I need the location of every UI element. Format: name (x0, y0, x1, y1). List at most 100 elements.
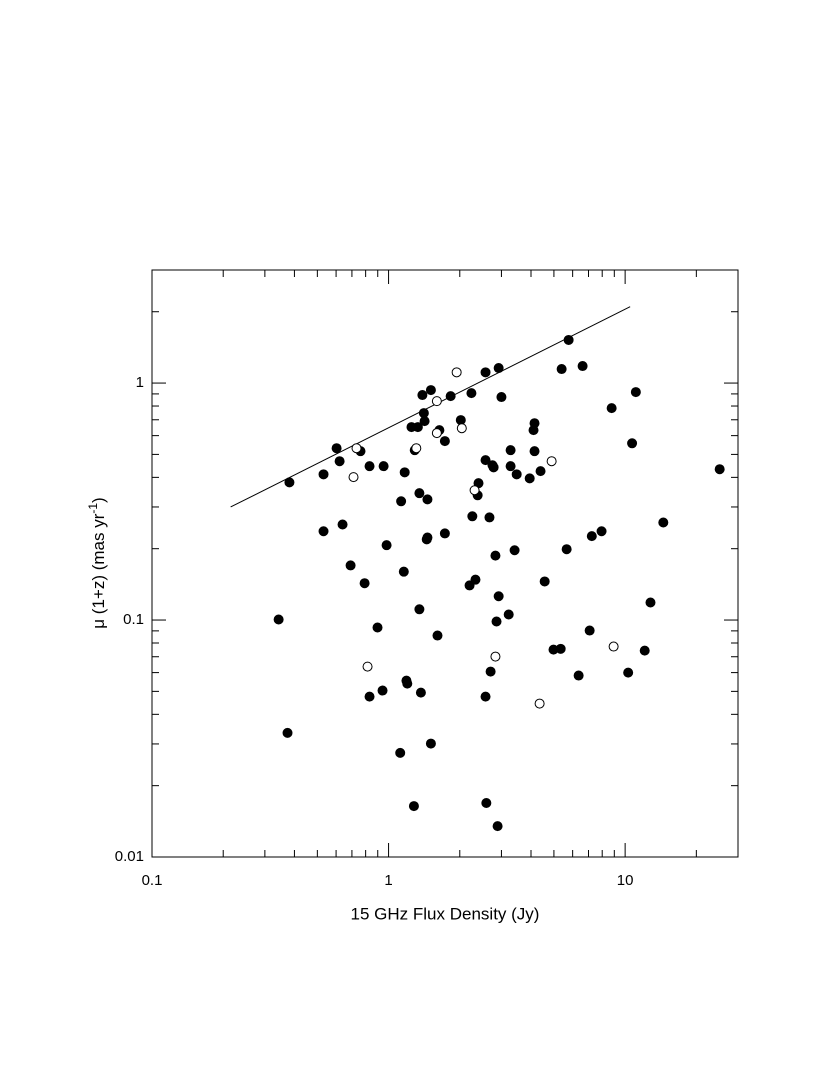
y-axis-label: μ (1+z) (mas yr-1) (86, 497, 108, 628)
point (273, 614, 284, 625)
point (491, 616, 502, 627)
point (402, 678, 413, 689)
point (586, 531, 597, 542)
point (529, 418, 540, 429)
point (414, 488, 425, 499)
point (490, 651, 501, 662)
point (439, 528, 450, 539)
point (480, 367, 491, 378)
point (439, 436, 450, 447)
point (399, 467, 410, 478)
point (331, 443, 342, 454)
point (467, 511, 478, 522)
point (411, 443, 422, 454)
point (364, 691, 375, 702)
plot-frame (151, 269, 739, 858)
point (470, 574, 481, 585)
point (284, 477, 295, 488)
point (359, 578, 370, 589)
point (408, 801, 419, 812)
point (505, 461, 516, 472)
point (480, 691, 491, 702)
point (623, 667, 634, 678)
point (503, 609, 514, 620)
point (556, 364, 567, 375)
point (645, 597, 656, 608)
point (485, 666, 496, 677)
point (484, 512, 495, 523)
point (555, 643, 566, 654)
point (511, 469, 522, 480)
point (348, 472, 359, 483)
point (419, 416, 430, 427)
point (451, 367, 462, 378)
reference-line (230, 306, 631, 508)
point (639, 645, 650, 656)
point (658, 517, 669, 528)
point (431, 428, 442, 439)
point (377, 685, 388, 696)
point (469, 485, 480, 496)
point (535, 466, 546, 477)
point (396, 496, 407, 507)
point (362, 661, 373, 672)
point (415, 687, 426, 698)
point (466, 388, 477, 399)
point (445, 391, 456, 402)
y-tick-label: 1 (136, 374, 144, 391)
point (381, 540, 392, 551)
point (334, 456, 345, 467)
point (630, 387, 641, 398)
point (539, 576, 550, 587)
point (417, 390, 428, 401)
y-tick-label: 0.01 (115, 848, 144, 865)
point (425, 738, 436, 749)
point (414, 604, 425, 615)
point (573, 670, 584, 681)
point (490, 550, 501, 561)
point (577, 361, 588, 372)
point (372, 622, 383, 633)
point (488, 462, 499, 473)
point (412, 422, 423, 433)
point (563, 334, 574, 345)
point (509, 545, 520, 556)
x-tick-label: 1 (384, 872, 392, 889)
point (422, 532, 433, 543)
point (584, 625, 595, 636)
point (546, 456, 557, 467)
point (505, 445, 516, 456)
y-label-sup: -1 (86, 503, 100, 514)
point (432, 630, 443, 641)
point (345, 560, 356, 571)
x-tick-label: 0.1 (142, 872, 163, 889)
point (337, 519, 348, 530)
point (529, 446, 540, 457)
y-label-text: μ (1+z) (mas yr (89, 513, 108, 628)
point (524, 473, 535, 484)
point (606, 403, 617, 414)
y-tick-label: 0.1 (123, 611, 144, 628)
point (456, 423, 467, 434)
point (318, 469, 329, 480)
y-label-close: ) (89, 497, 108, 503)
point (596, 526, 607, 537)
point (608, 641, 619, 652)
point (422, 494, 433, 505)
point (282, 727, 293, 738)
point (464, 580, 475, 591)
point (398, 566, 409, 577)
point (395, 747, 406, 758)
point (493, 363, 504, 374)
point (364, 461, 375, 472)
point (318, 526, 329, 537)
point (714, 464, 725, 475)
point (534, 698, 545, 709)
point (425, 385, 436, 396)
point (492, 821, 503, 832)
point (481, 797, 492, 808)
point (351, 443, 362, 454)
point (431, 396, 442, 407)
point (627, 438, 638, 449)
